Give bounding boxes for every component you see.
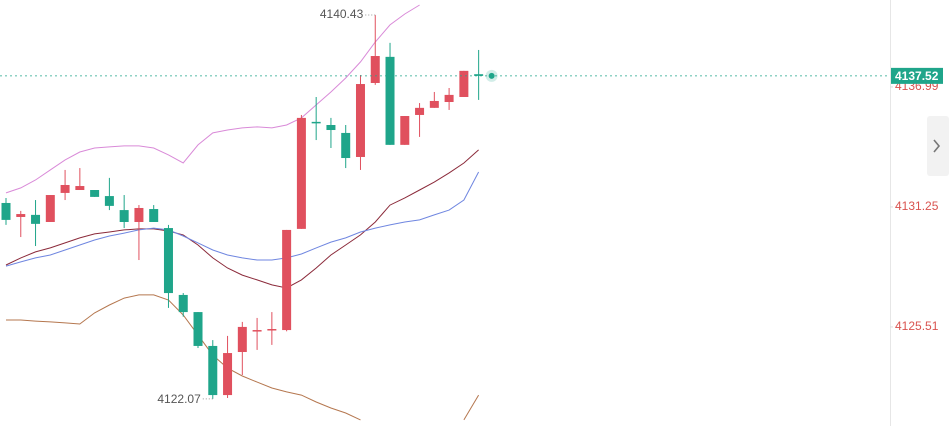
last-price-dot bbox=[488, 72, 495, 79]
candle-body bbox=[385, 56, 395, 145]
y-tick-label: 4125.51 bbox=[895, 319, 939, 333]
annotation-label: 4140.43 bbox=[320, 7, 364, 21]
y-tick-label: 4131.25 bbox=[895, 199, 939, 213]
candle-body bbox=[296, 117, 306, 229]
candle-body bbox=[400, 116, 410, 145]
candle-body bbox=[267, 329, 277, 331]
candle-body bbox=[104, 196, 114, 206]
candle-body bbox=[370, 56, 380, 83]
candle-body bbox=[415, 107, 425, 115]
candle-body bbox=[134, 207, 144, 222]
last-price-label: 4137.52 bbox=[895, 69, 939, 83]
candle-body bbox=[90, 190, 100, 197]
candle-body bbox=[252, 330, 262, 332]
candle-body bbox=[223, 353, 233, 396]
candle-body bbox=[237, 326, 247, 353]
candle-body bbox=[341, 132, 351, 159]
candle-body bbox=[474, 74, 484, 76]
indicator-line bbox=[5, 171, 480, 267]
indicator-line bbox=[5, 4, 420, 194]
candle-body bbox=[60, 184, 70, 193]
collapse-button[interactable] bbox=[927, 116, 949, 176]
candle-body bbox=[31, 214, 41, 224]
collapse-arrow[interactable] bbox=[933, 139, 941, 153]
candle-body bbox=[163, 228, 173, 294]
candle-body bbox=[119, 210, 129, 222]
candle-body bbox=[429, 100, 439, 108]
candle-body bbox=[16, 214, 26, 217]
indicator-line bbox=[5, 149, 479, 289]
candle-body bbox=[1, 202, 11, 220]
plot-area: 4140.43 4122.07 bbox=[0, 4, 890, 421]
candle-body bbox=[193, 312, 203, 346]
candle-body bbox=[208, 345, 218, 396]
candle-body bbox=[444, 94, 454, 103]
candle-body bbox=[282, 229, 292, 331]
candle-body bbox=[326, 124, 336, 131]
indicator-line bbox=[463, 394, 480, 421]
candle-body bbox=[45, 195, 55, 222]
candle-body bbox=[149, 209, 159, 222]
candle-body bbox=[178, 294, 188, 313]
candle-body bbox=[75, 186, 85, 191]
candle-body bbox=[459, 70, 469, 97]
annotation-label: 4122.07 bbox=[157, 392, 201, 406]
candle-body bbox=[355, 84, 365, 157]
candle-body bbox=[311, 121, 321, 124]
last-price-badge bbox=[891, 67, 943, 84]
